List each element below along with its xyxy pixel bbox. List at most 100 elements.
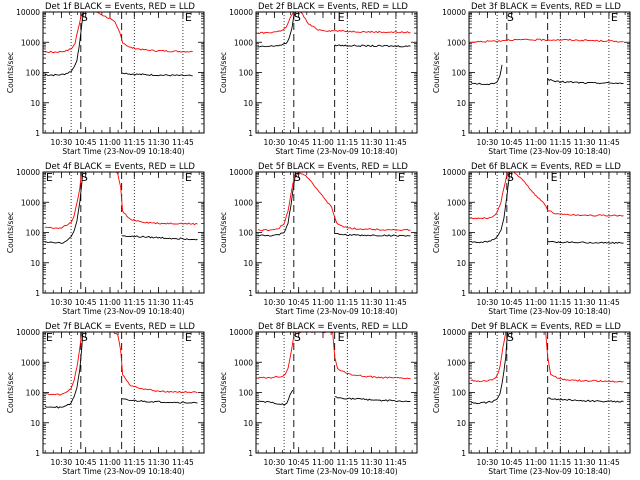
marker-label: S (81, 171, 88, 184)
chart-panel-3: 1 10 100 1000 10000 10:30 10:45 11:00 11:15 11:30… (432, 2, 631, 156)
x-tick-label: 11:30 (148, 458, 170, 467)
events-series-line (257, 12, 297, 48)
y-tick-label: 1 (248, 449, 253, 458)
lld-series-line (470, 38, 624, 43)
x-tick-label: 11:30 (361, 298, 383, 307)
y-tick-label: 100 (452, 389, 467, 398)
x-tick-label: 11:30 (574, 298, 596, 307)
x-axis-label: Start Time (23-Nov-09 10:18:40) (488, 307, 610, 316)
x-tick-label: 11:15 (549, 138, 571, 147)
x-tick-label: 10:30 (264, 458, 286, 467)
axes-frame (468, 171, 631, 294)
y-axis-label: Counts/sec (6, 212, 15, 253)
chart-title: Det 6f BLACK = Events, RED = LLD (471, 162, 621, 172)
y-tick-label: 10 (30, 259, 40, 268)
x-tick-label: 11:45 (598, 138, 620, 147)
x-tick-label: 11:15 (123, 138, 145, 147)
marker-label: E (46, 171, 53, 184)
events-series-line (334, 44, 411, 48)
y-tick-label: 10 (30, 99, 40, 108)
x-tick-label: 11:45 (385, 458, 407, 467)
x-tick-label: 10:45 (288, 458, 310, 467)
y-tick-label: 1 (461, 449, 466, 458)
axes-frame (468, 331, 631, 454)
y-tick-label: 10000 (442, 8, 466, 17)
events-series-line (470, 172, 511, 244)
lld-series-line (44, 172, 198, 229)
marker-label: S (294, 171, 301, 184)
lld-series-line (257, 172, 411, 232)
lld-series-line (470, 172, 624, 220)
chart-title: Det 2f BLACK = Events, RED = LLD (258, 2, 408, 12)
axes-frame (42, 331, 205, 454)
x-tick-label: 10:30 (51, 138, 73, 147)
x-tick-label: 11:30 (148, 298, 170, 307)
events-series-line (44, 12, 85, 77)
lld-series-line (44, 332, 198, 396)
y-tick-label: 10 (243, 419, 253, 428)
axes-frame (255, 11, 418, 134)
x-tick-label: 10:45 (501, 138, 523, 147)
x-tick-label: 10:30 (51, 298, 73, 307)
y-tick-label: 1000 (21, 38, 40, 47)
events-series-line (121, 398, 198, 404)
x-tick-label: 10:30 (477, 138, 499, 147)
y-tick-label: 1 (461, 289, 466, 298)
y-axis-label: Counts/sec (432, 212, 441, 253)
chart-panel-4: 1 10 100 1000 10000 10:30 10:45 11:00 11:15 11:30… (6, 162, 205, 316)
chart-title: Det 5f BLACK = Events, RED = LLD (258, 162, 408, 172)
events-series-line (121, 235, 198, 241)
x-tick-label: 10:45 (501, 458, 523, 467)
x-tick-label: 11:45 (385, 298, 407, 307)
y-tick-label: 100 (239, 229, 254, 238)
events-series-line (547, 78, 624, 85)
x-axis-label: Start Time (23-Nov-09 10:18:40) (275, 467, 397, 476)
marker-label: E (185, 171, 192, 184)
x-tick-label: 11:15 (123, 458, 145, 467)
y-tick-label: 1000 (234, 38, 253, 47)
marker-label: S (81, 331, 88, 344)
x-tick-label: 10:45 (501, 298, 523, 307)
x-tick-label: 11:45 (598, 458, 620, 467)
marker-label: E (611, 331, 618, 344)
y-tick-label: 10000 (16, 8, 40, 17)
x-axis-label: Start Time (23-Nov-09 10:18:40) (62, 467, 184, 476)
x-tick-label: 11:30 (361, 138, 383, 147)
chart-title: Det 7f BLACK = Events, RED = LLD (45, 322, 195, 332)
events-series-line (257, 389, 294, 406)
x-tick-label: 11:30 (574, 138, 596, 147)
y-axis-label: Counts/sec (432, 52, 441, 93)
chart-panel-6: 1 10 100 1000 10000 10:30 10:45 11:00 11:15 11:30… (432, 162, 631, 316)
y-tick-label: 1 (248, 129, 253, 138)
y-tick-label: 10 (456, 259, 466, 268)
x-tick-label: 10:45 (75, 298, 97, 307)
x-tick-label: 10:30 (477, 298, 499, 307)
y-tick-label: 1000 (234, 198, 253, 207)
x-tick-label: 11:00 (312, 458, 334, 467)
y-tick-label: 1 (35, 449, 40, 458)
x-tick-label: 11:15 (336, 138, 358, 147)
lld-series-line (257, 332, 411, 380)
y-tick-label: 100 (239, 389, 254, 398)
y-tick-label: 10000 (442, 168, 466, 177)
y-axis-label: Counts/sec (6, 52, 15, 93)
marker-label: S (294, 331, 301, 344)
x-axis-label: Start Time (23-Nov-09 10:18:40) (62, 147, 184, 156)
y-tick-label: 1000 (447, 198, 466, 207)
x-tick-label: 11:00 (99, 458, 121, 467)
chart-panel-1: 1 10 100 1000 10000 10:30 10:45 11:00 11:15 11:30… (6, 2, 205, 156)
x-tick-label: 11:00 (99, 298, 121, 307)
y-tick-label: 10000 (442, 328, 466, 337)
x-axis-label: Start Time (23-Nov-09 10:18:40) (62, 307, 184, 316)
marker-label: E (185, 331, 192, 344)
events-series-line (257, 172, 297, 237)
chart-title: Det 3f BLACK = Events, RED = LLD (471, 2, 621, 12)
chart-title: Det 9f BLACK = Events, RED = LLD (471, 322, 621, 332)
x-tick-label: 11:00 (525, 458, 547, 467)
axes-frame (42, 11, 205, 134)
marker-label: S (507, 331, 514, 344)
x-tick-label: 11:45 (172, 458, 194, 467)
y-tick-label: 10 (456, 419, 466, 428)
marker-label: S (81, 11, 88, 24)
events-series-line (470, 64, 503, 86)
